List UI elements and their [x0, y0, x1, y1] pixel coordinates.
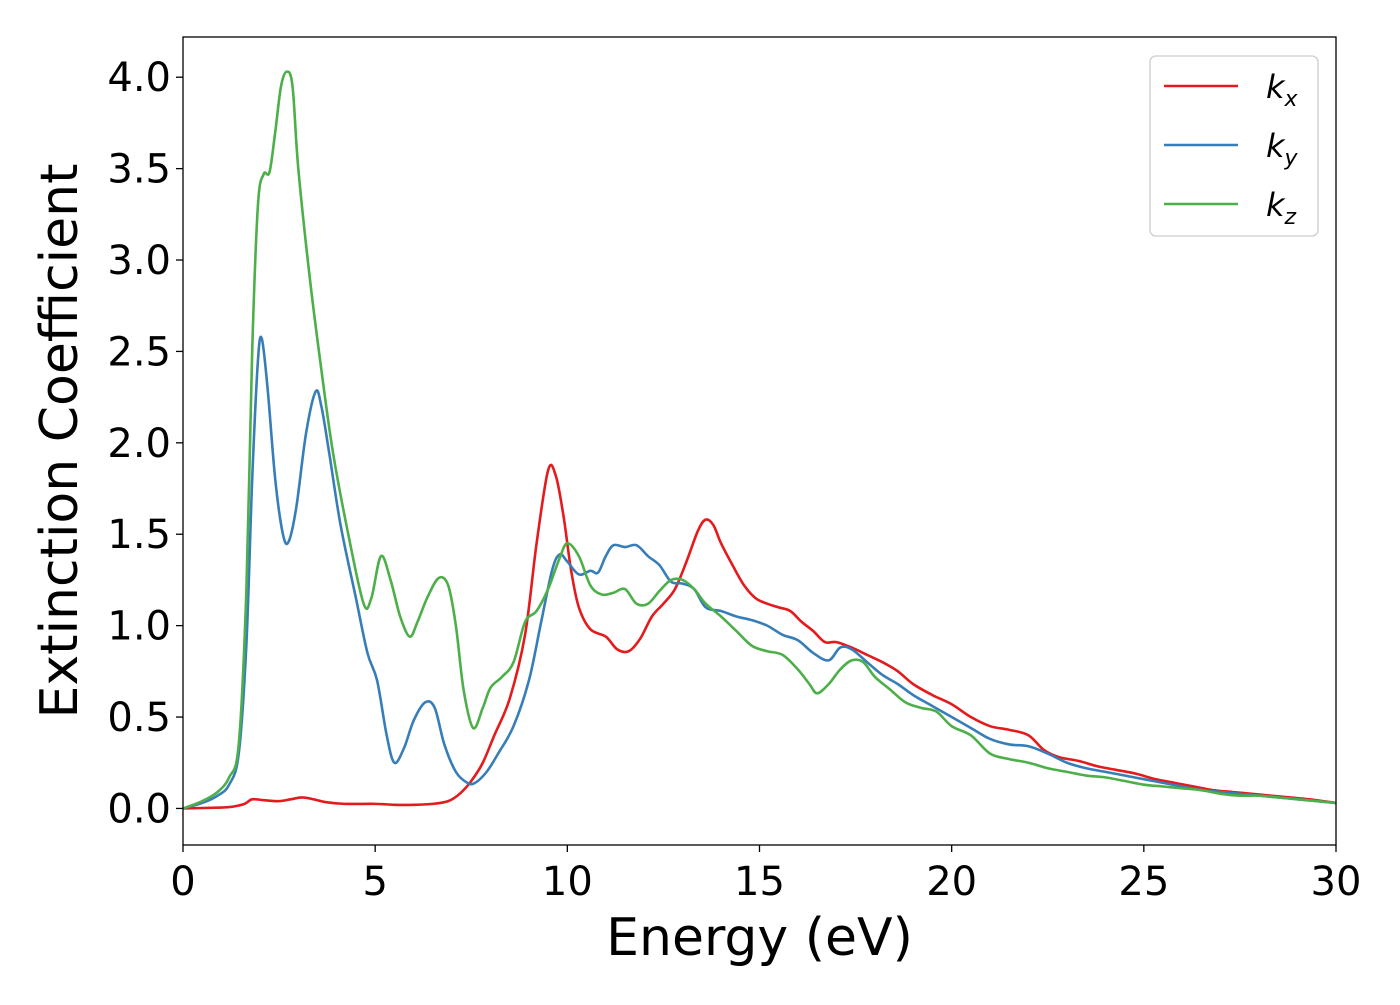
x-tick-label: 20 [926, 859, 977, 905]
y-tick-label: 3.5 [107, 147, 171, 193]
y-tick-label: 0.5 [107, 695, 171, 741]
y-tick-label: 2.0 [107, 421, 171, 467]
y-tick-label: 0.0 [107, 786, 171, 832]
x-tick-label: 10 [542, 859, 593, 905]
series-line-kz [183, 70, 1336, 810]
series-layer [183, 70, 1336, 810]
y-tick-label: 3.0 [107, 238, 171, 284]
x-tick-label: 15 [734, 859, 785, 905]
y-axis: 0.0 0.5 1.0 1.5 2.0 2.5 3.0 3.5 4.0 [107, 55, 183, 832]
y-tick-label: 1.0 [107, 604, 171, 650]
x-axis-label: Energy (eV) [606, 908, 913, 968]
y-tick-label: 2.5 [107, 329, 171, 375]
series-line-ky [183, 335, 1336, 810]
y-axis-label: Extinction Coefficient [30, 164, 90, 719]
y-tick-label: 1.5 [107, 512, 171, 558]
x-tick-label: 5 [362, 859, 387, 905]
y-tick-label: 4.0 [107, 55, 171, 101]
x-tick-label: 30 [1311, 859, 1362, 905]
x-tick-label: 25 [1118, 859, 1169, 905]
series-line-kx [183, 463, 1336, 810]
x-axis: 0 5 10 15 20 25 30 [170, 845, 1361, 905]
x-tick-label: 0 [170, 859, 195, 905]
